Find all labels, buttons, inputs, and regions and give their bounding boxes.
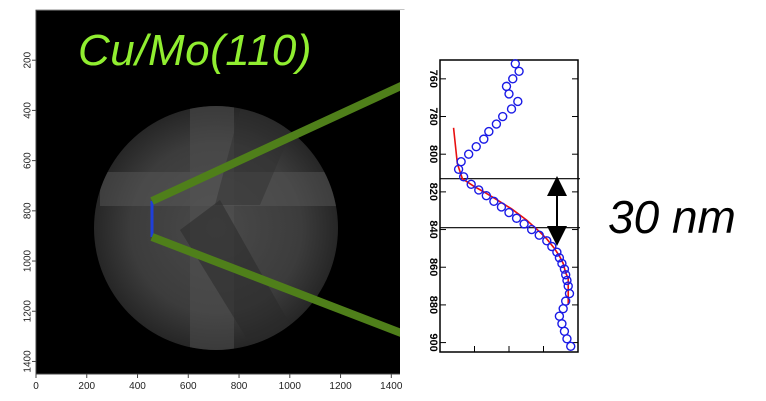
x-tick-label: 1000 [279,381,302,392]
y-tick-label: 1400 [23,350,34,373]
image-title: Cu/Mo(110) [78,26,313,75]
profile-point [561,270,571,280]
profile-point [453,164,464,174]
profile-point [458,172,469,182]
dark-upper-band [215,110,300,205]
profile-point [491,119,502,129]
x-tick-label: 0 [33,381,39,392]
x-tick-label: 800 [231,381,248,392]
profile-point [513,96,523,107]
profile-point [559,264,570,274]
y-tick-label: 1000 [23,249,34,272]
x-tick-label: 200 [78,381,95,392]
profile-point [566,341,576,352]
x-tick-label: 400 [129,381,146,392]
profile-point [564,288,575,299]
profile-point [484,126,494,137]
profile-y-tick-label: 880 [427,296,439,314]
profile-y-tick-label: 860 [427,258,439,276]
y-tick-label: 200 [23,51,34,68]
horizontal-band [100,172,338,206]
profile-point [504,89,514,99]
image-x-axis: 0 200 400 600 800 1000 1200 1400 [33,373,404,392]
profile-y-tick-label: 780 [427,107,439,125]
zoom-line-bottom [150,233,442,352]
profile-plot: 760 780 800 820 840 860 880 900 [400,10,590,378]
profile-point [474,185,484,195]
x-tick-label: 1200 [329,381,352,392]
profile-point [506,104,517,114]
image-y-axis: 200 400 600 800 1000 1200 1400 [23,10,37,374]
profile-point [489,196,499,206]
profile-point [562,275,572,286]
y-tick-label: 800 [23,202,34,219]
profile-point [479,134,489,144]
profile-point [463,149,474,159]
y-tick-label: 600 [23,152,34,169]
profile-y-tick-label: 760 [427,70,439,88]
profile-point [557,258,567,269]
profile-y-tick-label: 820 [427,183,439,201]
profile-point [498,111,508,122]
sample-texture [100,106,338,350]
profile-point [534,230,544,240]
x-tick-label: 1400 [380,381,403,392]
profile-point [481,190,492,201]
profile-point [554,253,565,263]
profile-point [466,179,476,190]
profile-point [510,59,520,69]
profile-point [547,241,557,252]
profile-point [471,141,481,152]
scale-label: 30 nm [608,191,736,243]
y-tick-label: 400 [23,102,34,119]
profile-point [496,202,507,212]
profile-point [519,219,529,229]
profile-point [511,213,522,223]
profile-point [558,303,568,314]
dark-diagonal-band [180,200,310,350]
zoom-line-top [150,64,442,205]
profile-point [508,74,518,84]
x-tick-label: 600 [180,381,197,392]
profile-point [504,207,514,218]
profile-y-tick-label: 840 [427,220,439,238]
microscope-image [35,9,405,375]
profile-point [514,66,524,77]
profile-y-tick-label: 800 [427,145,439,163]
profile-point [552,247,562,257]
profile-point [562,334,572,344]
profile-point [542,236,552,246]
y-tick-label: 1200 [23,300,34,323]
profile-y-tick-label: 900 [427,333,439,351]
profile-point [526,224,537,235]
